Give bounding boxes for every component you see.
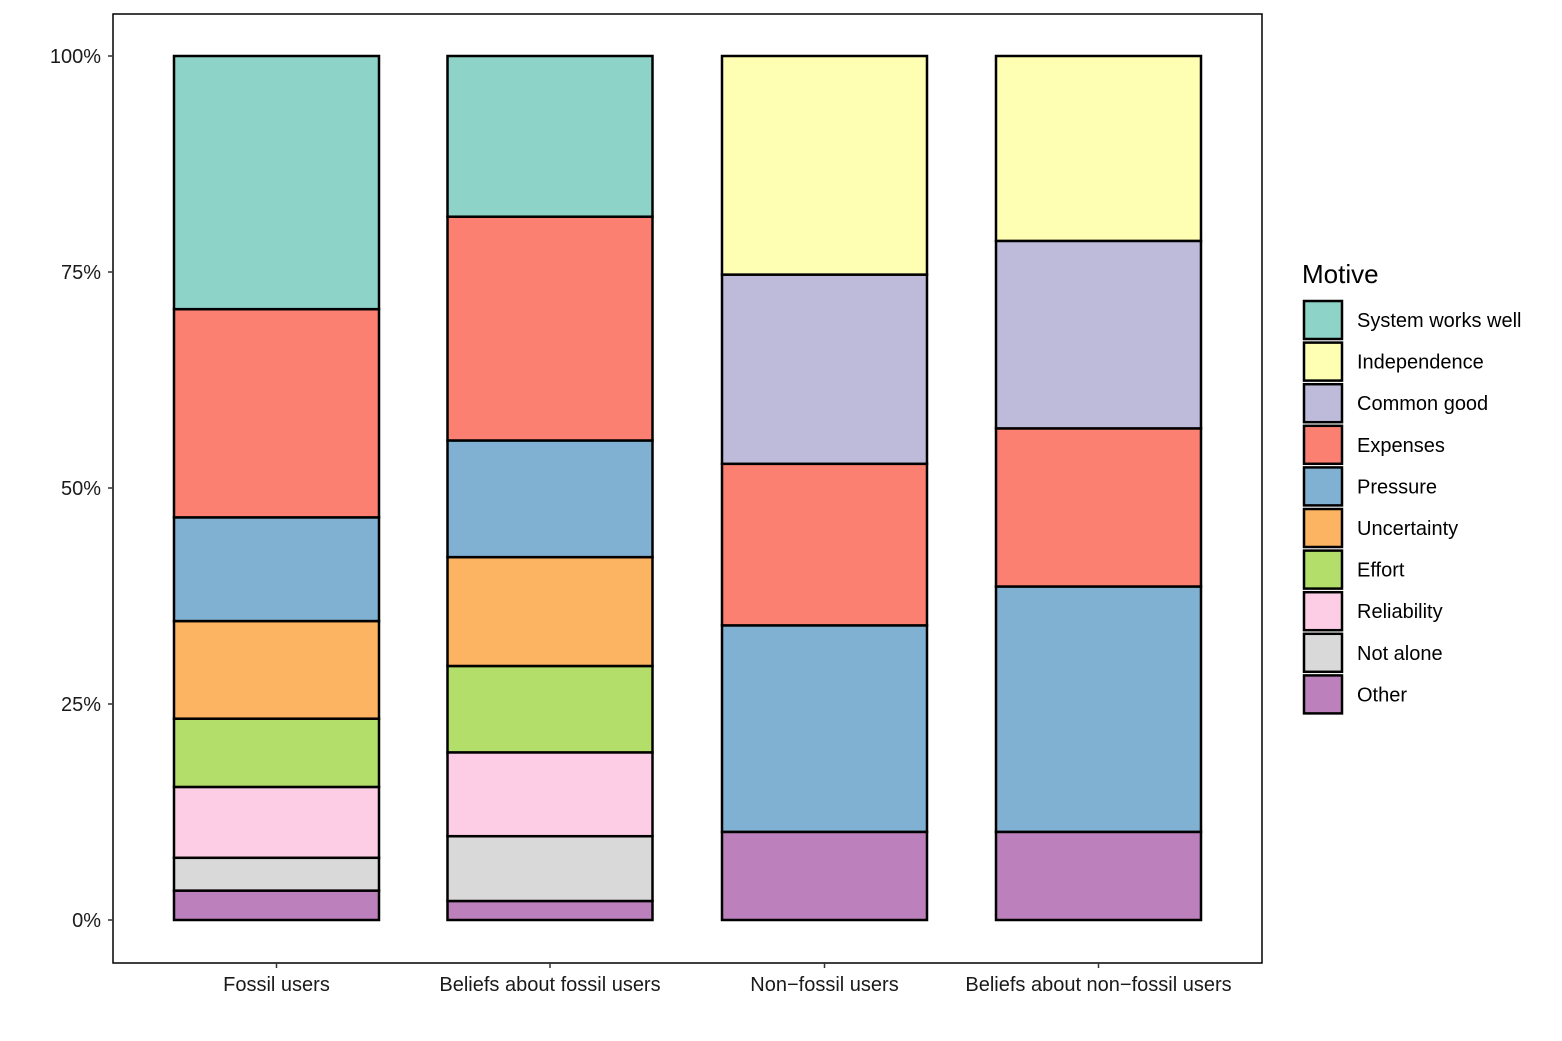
legend-label: Reliability [1357,601,1443,623]
legend-label: Expenses [1357,435,1445,457]
legend-label: Other [1357,684,1407,706]
legend-key-pressure [1302,466,1344,507]
x-tick-label: Fossil users [223,974,330,996]
bar-segment-pressure [172,516,381,623]
y-tick-label: 75% [61,262,101,284]
x-tick-label: Non−fossil users [750,974,898,996]
y-tick-label: 0% [72,910,101,932]
legend-key-effort [1302,549,1344,590]
bar-segment-independence [994,54,1203,243]
legend-label: Effort [1357,560,1405,582]
legend-key-other [1302,674,1344,715]
legend-key-not-alone [1302,632,1344,674]
bar-segment-uncertainty [446,555,654,668]
bar-segment-effort [172,717,381,789]
y-tick-label: 100% [50,46,101,68]
bar-segment-system-works-well [446,54,654,218]
y-tick-label: 25% [61,694,101,716]
bar-segment-expenses [720,462,929,627]
bar-segment-other [172,889,381,922]
bar-segment-reliability [172,785,381,860]
bar-segment-common-good [994,239,1203,430]
legend-label: Pressure [1357,476,1437,498]
legend-label: Not alone [1357,643,1443,665]
bar-segment-other [994,830,1203,922]
legend-key-independence [1302,341,1344,382]
y-tick-label: 50% [61,478,101,500]
bar-segment-expenses [994,427,1203,588]
legend: Motive System works well Independence Comm… [1302,259,1521,715]
legend-key-uncertainty [1302,507,1344,549]
legend-key-common-good [1302,382,1344,424]
bar-segment-not-alone [446,834,654,903]
bar-segment-independence [720,54,929,276]
x-axis: Fossil users Beliefs about fossil users No… [223,963,1232,996]
bar-segment-not-alone [172,856,381,892]
x-tick-label: Beliefs about non−fossil users [965,974,1231,996]
bar-segment-pressure [720,624,929,834]
bar-segment-effort [446,664,654,754]
legend-key-reliability [1302,590,1344,632]
bars-group [172,54,1203,922]
legend-label: Uncertainty [1357,518,1458,540]
legend-label: Independence [1357,352,1484,374]
bar-segment-other [446,899,654,922]
bar-segment-expenses [172,307,381,519]
bar-segment-expenses [446,215,654,442]
bar-segment-common-good [720,273,929,466]
bar-segment-reliability [446,751,654,838]
legend-label: Common good [1357,393,1488,415]
legend-title: Motive [1302,259,1379,289]
legend-key-system-works-well [1302,299,1344,341]
bar-segment-pressure [994,585,1203,834]
bar-segment-pressure [446,439,654,559]
legend-label: System works well [1357,310,1521,332]
bar-segment-other [720,830,929,922]
bar-segment-system-works-well [172,54,381,311]
legend-key-expenses [1302,424,1344,466]
y-axis: 0% 25% 50% 75% 100% [50,46,113,932]
x-tick-label: Beliefs about fossil users [439,974,660,996]
bar-segment-uncertainty [172,619,381,720]
